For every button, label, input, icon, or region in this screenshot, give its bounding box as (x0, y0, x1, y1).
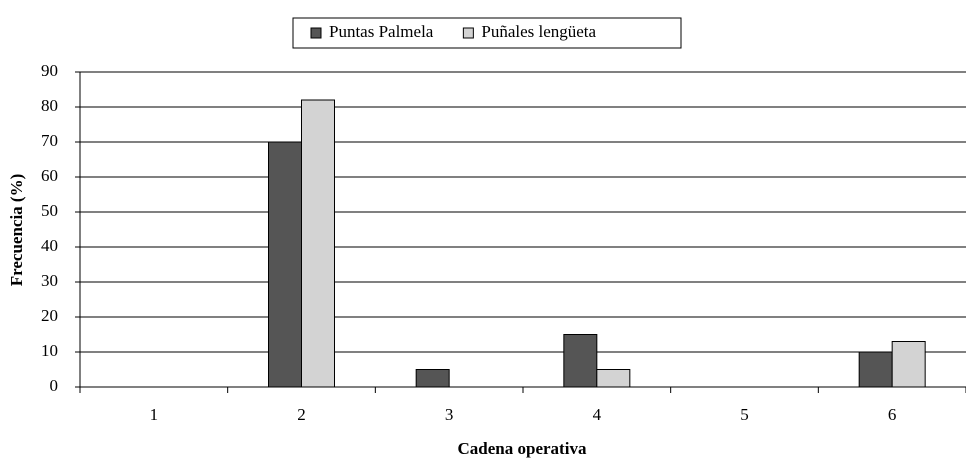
y-tick-label: 50 (41, 201, 58, 220)
legend-swatch (462, 27, 474, 39)
legend-label: Puñales lengüeta (481, 22, 596, 41)
x-tick-label: 3 (445, 405, 454, 424)
bar (268, 141, 302, 388)
y-tick-label: 40 (41, 236, 58, 255)
y-tick-label: 0 (50, 376, 59, 395)
y-tick-label: 20 (41, 306, 58, 325)
x-tick-label: 1 (150, 405, 159, 424)
y-tick-label: 30 (41, 271, 58, 290)
x-tick-label: 4 (593, 405, 602, 424)
legend-swatch (310, 27, 322, 39)
bar (891, 341, 926, 388)
bar (563, 334, 598, 388)
y-axis-label: Frecuencia (%) (7, 174, 26, 287)
legend-box (292, 17, 682, 49)
legend-label: Puntas Palmela (329, 22, 434, 41)
y-tick-label: 60 (41, 166, 58, 185)
bar (858, 351, 893, 388)
x-tick-label: 2 (297, 405, 306, 424)
x-tick-label: 5 (740, 405, 749, 424)
bar (415, 369, 450, 388)
y-tick-label: 10 (41, 341, 58, 360)
x-tick-label: 6 (888, 405, 897, 424)
bar (596, 369, 631, 388)
x-axis-label: Cadena operativa (458, 439, 587, 458)
y-tick-label: 70 (41, 131, 58, 150)
y-tick-label: 90 (41, 61, 58, 80)
bar (301, 99, 335, 388)
y-tick-label: 80 (41, 96, 58, 115)
